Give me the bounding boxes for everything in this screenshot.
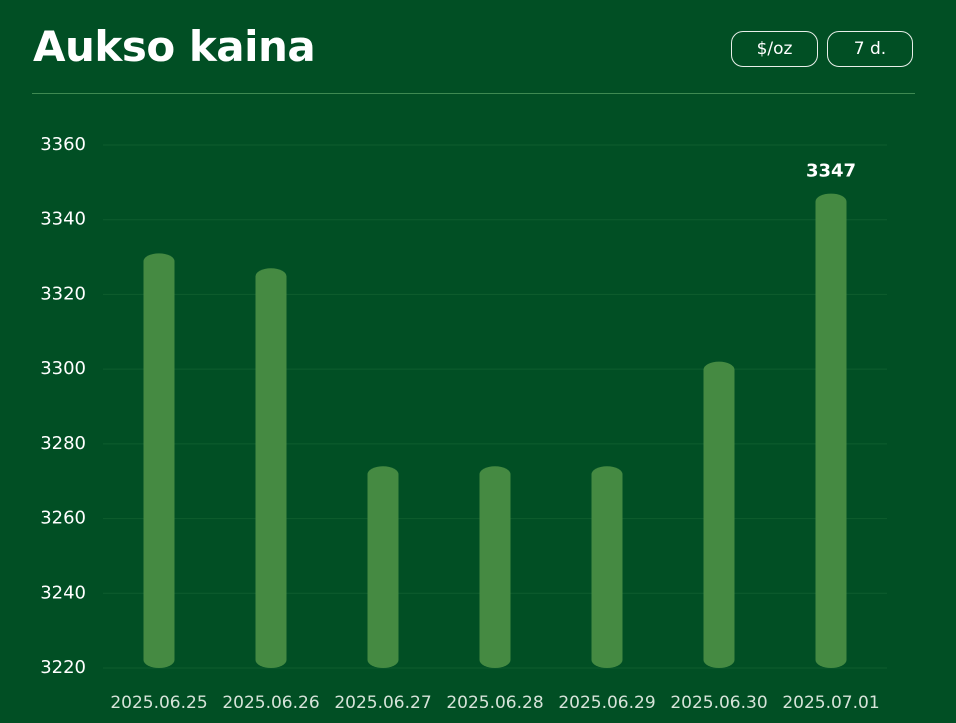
- unit-button[interactable]: $/oz: [731, 31, 818, 67]
- x-tick-label: 2025.06.26: [222, 693, 319, 713]
- bar: [255, 268, 287, 668]
- period-button[interactable]: 7 d.: [827, 31, 913, 67]
- y-tick-label: 3340: [40, 209, 86, 230]
- bar: [703, 361, 735, 668]
- bar: [591, 466, 623, 668]
- y-tick-label: 3260: [40, 508, 86, 529]
- x-tick-label: 2025.06.28: [446, 693, 543, 713]
- y-tick-label: 3320: [40, 283, 86, 304]
- x-tick-label: 2025.07.01: [782, 693, 879, 713]
- x-tick-label: 2025.06.25: [110, 693, 207, 713]
- chart-title: Aukso kaina: [33, 22, 316, 71]
- x-tick-label: 2025.06.29: [558, 693, 655, 713]
- bar: [143, 253, 175, 669]
- value-label: 3347: [806, 161, 856, 182]
- bar: [479, 466, 511, 668]
- x-tick-label: 2025.06.30: [670, 693, 767, 713]
- y-tick-label: 3220: [40, 657, 86, 678]
- bar: [815, 193, 847, 669]
- header-divider: [32, 93, 915, 94]
- x-tick-label: 2025.06.27: [334, 693, 431, 713]
- y-tick-label: 3360: [40, 134, 86, 155]
- bar: [367, 466, 399, 668]
- y-tick-label: 3240: [40, 582, 86, 603]
- y-tick-label: 3300: [40, 358, 86, 379]
- y-tick-label: 3280: [40, 433, 86, 454]
